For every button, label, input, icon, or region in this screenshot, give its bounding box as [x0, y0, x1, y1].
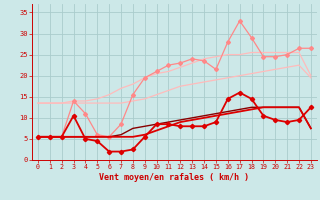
X-axis label: Vent moyen/en rafales ( km/h ): Vent moyen/en rafales ( km/h )	[100, 173, 249, 182]
